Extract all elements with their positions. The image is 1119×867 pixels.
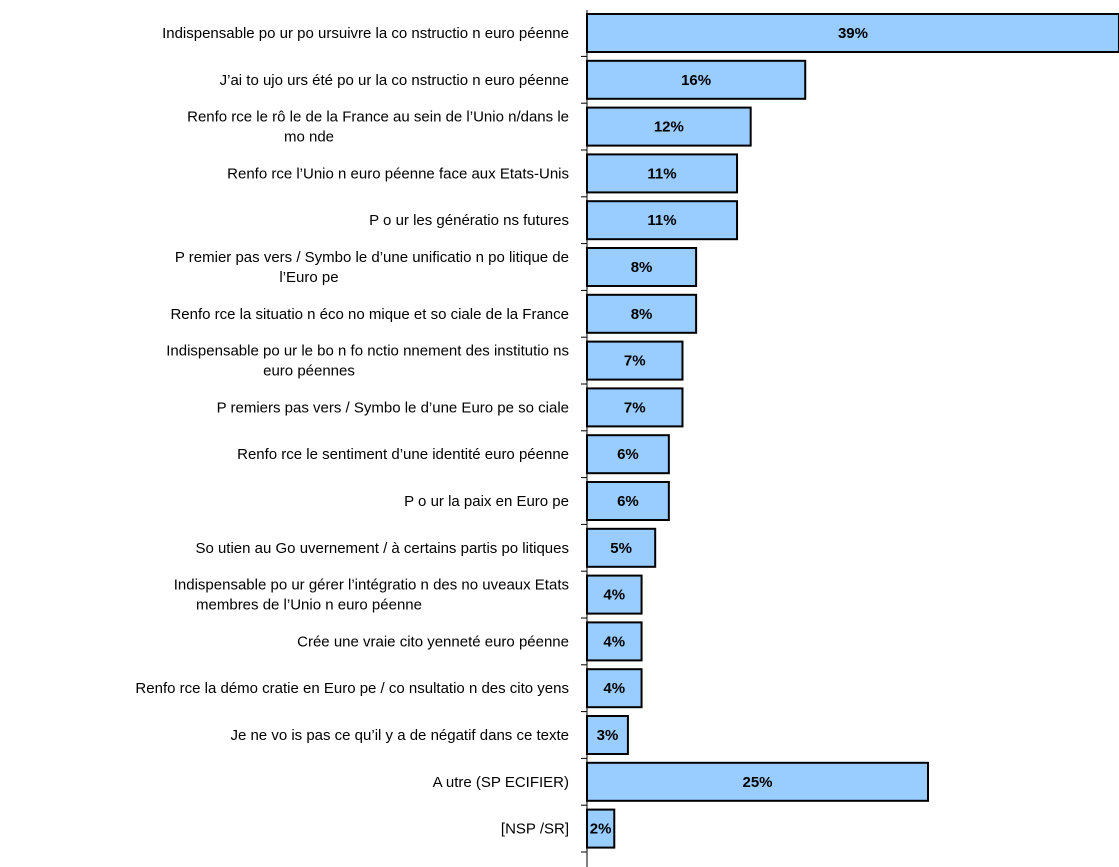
bar — [586, 200, 739, 241]
data-label: 7% — [624, 353, 646, 370]
category-tick-label: euro péennes — [263, 363, 355, 380]
data-label: 4% — [603, 680, 625, 697]
category-tick-label: P o ur les génératio ns futures — [369, 212, 569, 229]
data-label: 6% — [617, 493, 639, 510]
data-label: 6% — [617, 446, 639, 463]
category-tick-label: P remiers pas vers / Symbo le d’une Euro… — [217, 399, 569, 416]
data-label: 11% — [647, 212, 676, 229]
bar — [586, 621, 643, 662]
bar — [586, 153, 739, 194]
data-label: 3% — [597, 727, 619, 744]
data-label: 25% — [742, 774, 772, 791]
category-tick-label: Renfo rce l’Unio n euro péenne face aux … — [227, 165, 569, 182]
category-tick-label: A utre (SP ECIFIER) — [433, 774, 569, 791]
category-tick-label: Crée une vraie cito yenneté euro péenne — [297, 633, 569, 650]
category-tick-label: P remier pas vers / Symbo le d’une unifi… — [175, 249, 569, 266]
data-label: 2% — [590, 821, 612, 838]
category-tick-label: l’Euro pe — [279, 269, 338, 286]
category-tick-label: Renfo rce le sentiment d’une identité eu… — [237, 446, 569, 463]
category-tick-label: mo nde — [284, 129, 334, 146]
category-tick-label: Renfo rce le rô le de la France au sein … — [187, 109, 569, 126]
data-label: 8% — [631, 259, 653, 276]
category-tick-label: J’ai to ujo urs été po ur la co nstructi… — [220, 72, 569, 89]
category-tick-label: Renfo rce la démo cratie en Euro pe / co… — [135, 680, 569, 697]
data-label: 8% — [631, 306, 653, 323]
category-tick-label: P o ur la paix en Euro pe — [404, 493, 569, 510]
category-tick-label: So utien au Go uvernement / à certains p… — [195, 540, 569, 557]
category-labels-group: Indispensable po ur po ursuivre la co ns… — [135, 25, 569, 838]
bar — [586, 293, 698, 334]
data-label: 5% — [610, 540, 632, 557]
category-axis — [581, 10, 588, 867]
data-label: 39% — [838, 25, 868, 42]
value-labels-group: 39% 16% 12% 11% 11% 8% 8% 7% 7% 6% 6% 5% 4% 4% 4% 3% 25%… — [590, 25, 868, 838]
category-tick-label: Je ne vo is pas ce qu’il y a de négatif … — [230, 727, 569, 744]
data-label: 11% — [647, 165, 676, 182]
category-tick-label: Indispensable po ur po ursuivre la co ns… — [162, 25, 569, 42]
bar — [586, 106, 752, 147]
data-label: 12% — [654, 119, 684, 136]
bar — [586, 574, 643, 615]
data-label: 4% — [603, 633, 625, 650]
bar — [586, 527, 657, 568]
data-label: 16% — [681, 72, 711, 89]
category-tick-label: Indispensable po ur gérer l’intégratio n… — [174, 577, 569, 594]
bar — [586, 481, 670, 521]
category-tick-label: Indispensable po ur le bo n fo nctio nne… — [166, 343, 569, 360]
bars-group — [586, 13, 1119, 849]
category-tick-label: Renfo rce la situatio n éco no mique et … — [170, 306, 569, 323]
bar — [586, 59, 807, 100]
category-tick-label: [NSP /SR] — [501, 821, 569, 838]
data-label: 4% — [603, 587, 625, 604]
category-tick-label: membres de l’Unio n euro péenne — [196, 597, 422, 614]
data-label: 7% — [624, 399, 646, 416]
